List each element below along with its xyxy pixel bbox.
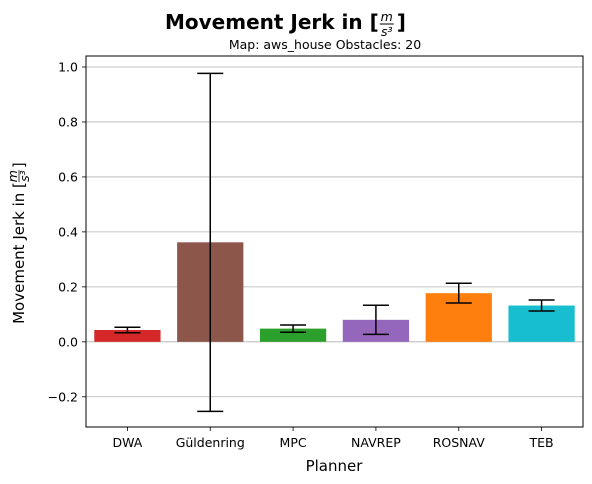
ylabel-frac-den: s³	[17, 170, 32, 182]
x-tick-label: Güldenring	[176, 435, 245, 450]
title-suffix: ]	[397, 10, 406, 34]
chart-subtitle: Map: aws_house Obstacles: 20	[229, 37, 421, 52]
y-tick-label: 0.0	[58, 334, 78, 349]
x-tick-label: MPC	[280, 435, 307, 450]
plot-frame	[86, 56, 583, 427]
x-axis-ticks: DWA Güldenring MPC NAVREP ROSNAV TEB	[112, 427, 553, 450]
y-tick-label: 0.6	[58, 169, 78, 184]
grid-lines	[86, 67, 583, 397]
chart-title: Movement Jerk in [ms³]	[165, 9, 406, 39]
x-tick-label: NAVREP	[351, 435, 401, 450]
y-tick-label: 1.0	[58, 59, 78, 74]
y-tick-label: 0.4	[58, 224, 78, 239]
ylabel-suffix: ]	[10, 162, 28, 168]
y-axis-ticks: −0.2 0.0 0.2 0.4 0.6 0.8 1.0	[48, 59, 86, 404]
y-tick-label: 0.8	[58, 114, 78, 129]
y-tick-label: −0.2	[48, 389, 78, 404]
x-tick-label: DWA	[112, 435, 142, 450]
bars	[94, 242, 574, 341]
ylabel-prefix: Movement Jerk in [	[10, 182, 28, 324]
y-tick-label: 0.2	[58, 279, 78, 294]
title-frac-num: m	[381, 9, 393, 24]
x-tick-label: ROSNAV	[433, 435, 486, 450]
x-tick-label: TEB	[529, 435, 554, 450]
error-bars	[114, 73, 554, 411]
y-axis-label: Movement Jerk in [ms³]	[5, 162, 32, 324]
x-axis-label: Planner	[306, 457, 364, 475]
title-prefix: Movement Jerk in [	[165, 10, 379, 34]
